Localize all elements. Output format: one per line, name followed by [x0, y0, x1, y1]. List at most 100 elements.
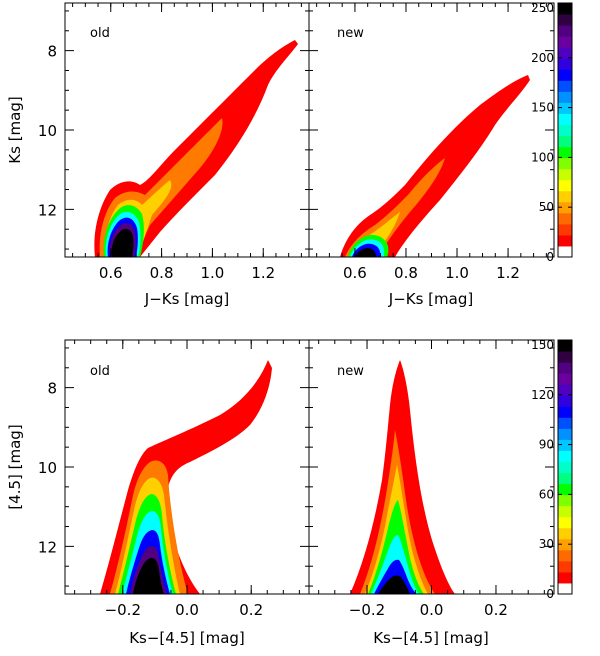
x-tick-label: 1.0: [200, 264, 224, 282]
colorbar-tick-label: 60: [539, 487, 554, 501]
colorbar-swatch: [558, 80, 572, 92]
colorbar-swatch: [558, 135, 572, 148]
contour-black: [355, 248, 376, 257]
colorbar-swatch: [558, 505, 572, 518]
contour-red-outer: [340, 75, 530, 257]
x-tick-label: 0.2: [239, 601, 263, 619]
colorbar-swatch: [558, 373, 572, 385]
y-tick-label: 10: [38, 122, 57, 140]
colorbar-swatch: [558, 58, 572, 70]
colorbar-swatch: [558, 47, 572, 59]
colorbar-tick-label: 50: [539, 200, 554, 214]
colorbar-tick-label: 150: [531, 101, 554, 115]
colorbar-tick-label: 200: [531, 51, 554, 65]
colorbar-swatch: [558, 472, 572, 485]
x-tick-label: −0.2: [105, 601, 141, 619]
colorbar-swatch: [558, 3, 572, 15]
colorbar-swatch: [558, 395, 572, 407]
density-top-left: [94, 40, 298, 257]
contour-black: [133, 558, 164, 594]
density-top-right: [340, 75, 530, 257]
colorbar-swatch: [558, 212, 572, 225]
colorbar-swatch: [558, 340, 572, 352]
colorbar-swatch: [558, 428, 572, 440]
panel-label-bottom-left: old: [90, 364, 110, 379]
colorbar-swatch: [558, 384, 572, 396]
colorbar-tick-label: 100: [531, 150, 554, 164]
colorbar-swatch: [558, 245, 572, 258]
colorbar-swatch: [558, 483, 572, 496]
xlabel-top-left: J−Ks [mag]: [144, 290, 229, 308]
panel-top-right: new 0.6 0.8 1.0 1.2 J−Ks [mag]: [308, 2, 555, 308]
colorbar-swatch: [558, 406, 572, 418]
x-tick-label: 0.8: [394, 264, 418, 282]
ylabel-top-left: Ks [mag]: [6, 96, 24, 163]
colorbar-swatch: [558, 102, 572, 114]
colorbar-swatch: [558, 450, 572, 462]
x-tick-label: 1.2: [496, 264, 520, 282]
xlabel-bottom-right: Ks−[4.5] [mag]: [373, 629, 489, 647]
colorbar-swatch: [558, 36, 572, 48]
colorbar-frame: [557, 339, 573, 595]
colorbar-swatch: [558, 362, 572, 374]
contour-black: [378, 575, 410, 594]
x-tick-label: 0.6: [343, 264, 367, 282]
panel-bottom-right: new −0.2 0.0 0.2 Ks−[4.5] [mag]: [308, 339, 555, 647]
ticks-bottom-left: −0.2 0.0 0.2 8 10 12: [38, 340, 309, 619]
colorbar-tick-label: 150: [531, 338, 554, 352]
colorbar-swatch: [558, 25, 572, 37]
colorbar-swatch: [558, 14, 572, 26]
colorbar-swatch: [558, 527, 572, 540]
colorbar-swatch: [558, 69, 572, 81]
ticks-top-left: 0.6 0.8 1.0 1.2 8 10 12: [38, 3, 309, 282]
x-tick-label: 0.8: [150, 264, 174, 282]
y-tick-label: 10: [38, 459, 57, 477]
colorbar-swatch: [558, 494, 572, 507]
density-bottom-left: [100, 360, 272, 594]
colorbar-tick-label: 90: [539, 438, 554, 452]
ticks-top-right: 0.6 0.8 1.0 1.2: [309, 3, 554, 282]
panel-label-bottom-right: new: [337, 364, 364, 379]
colorbar-swatch: [558, 417, 572, 429]
colorbar-swatch: [558, 113, 572, 125]
y-tick-label: 12: [38, 538, 57, 556]
colorbar-swatch: [558, 538, 572, 551]
contour-black: [111, 228, 134, 257]
colorbar-swatch: [558, 157, 572, 170]
colorbar-top: 0 50 100 150 200 250: [531, 1, 573, 264]
colorbar-swatch: [558, 461, 572, 474]
colorbar-swatch: [558, 582, 572, 595]
frame-top-right: [308, 2, 555, 258]
x-tick-label: 0.6: [99, 264, 123, 282]
colorbar-swatch: [558, 179, 572, 192]
colorbar-swatch: [558, 168, 572, 181]
panel-top-left: old 0.6 0.8 1.0 1.2 8 10 12 J−Ks [mag] Ks [mag…: [6, 2, 310, 308]
colorbar-frame: [557, 2, 573, 258]
colorbar-swatch: [558, 571, 572, 584]
panel-label-top-right: new: [337, 26, 364, 41]
colorbar-swatch: [558, 201, 572, 214]
colorbar-swatch: [558, 223, 572, 236]
colorbar-swatch: [558, 439, 572, 451]
colorbar-tick-label: 250: [531, 1, 554, 15]
x-tick-label: 1.2: [251, 264, 275, 282]
contour-orange: [345, 158, 445, 257]
colorbar-tick-label: 30: [539, 537, 554, 551]
x-tick-label: 0.0: [420, 601, 444, 619]
panel-bottom-left: old −0.2 0.0 0.2 8 10 12 Ks−[4.5] [mag] [4.5]…: [6, 339, 310, 647]
colorbar-swatch: [558, 560, 572, 573]
colorbar-swatch: [558, 234, 572, 247]
colorbar-swatch: [558, 91, 572, 103]
x-tick-label: −0.2: [349, 601, 385, 619]
xlabel-top-right: J−Ks [mag]: [388, 290, 473, 308]
panel-label-top-left: old: [90, 26, 110, 41]
y-tick-label: 12: [38, 201, 57, 219]
y-tick-label: 8: [47, 380, 57, 398]
colorbar-swatch: [558, 549, 572, 562]
colorbar-swatch: [558, 124, 572, 137]
colorbar-tick-label: 0: [546, 587, 554, 601]
x-tick-label: 0.0: [175, 601, 199, 619]
colorbar-tick-label: 120: [531, 388, 554, 402]
colorbar-bottom: 0 30 60 90 120 150: [531, 338, 573, 601]
xlabel-bottom-left: Ks−[4.5] [mag]: [129, 629, 245, 647]
